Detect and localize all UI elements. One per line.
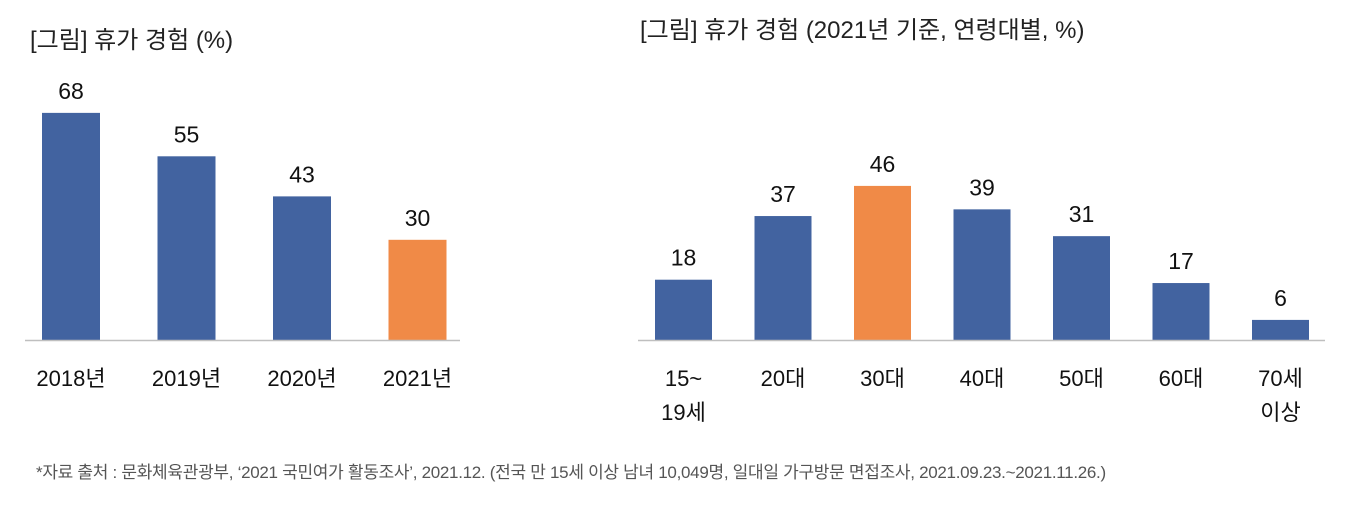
data-label: 68: [58, 78, 84, 104]
x-tick-label: 15~: [665, 366, 702, 391]
bar: [1053, 236, 1110, 340]
bar: [854, 185, 911, 340]
bar: [953, 209, 1011, 340]
bar: [157, 156, 216, 340]
bar: [273, 196, 331, 340]
data-label: 43: [289, 161, 315, 187]
data-label: 18: [671, 245, 697, 271]
data-label: 31: [1069, 201, 1095, 227]
data-label: 6: [1274, 285, 1287, 311]
chart-title-age: [그림] 휴가 경험 (2021년 기준, 연령대별, %): [640, 17, 1085, 44]
x-tick-label: 2018년: [36, 366, 105, 391]
x-tick-label: 70세: [1258, 366, 1303, 391]
data-label: 37: [770, 181, 796, 207]
x-tick-label: 20대: [761, 366, 806, 391]
x-tick-label: 이상: [1260, 400, 1300, 425]
data-label: 17: [1168, 248, 1194, 274]
data-label: 46: [870, 151, 896, 177]
data-label: 39: [969, 174, 995, 200]
source-footnote: *자료 출처 : 문화체육관광부, ‘2021 국민여가 활동조사’, 2021…: [36, 463, 1106, 482]
data-label: 55: [174, 121, 200, 147]
bar: [655, 279, 712, 340]
x-tick-label: 2021년: [383, 366, 452, 391]
x-tick-label: 60대: [1159, 366, 1204, 391]
bar: [388, 239, 447, 340]
bar: [1252, 319, 1309, 340]
x-tick-label: 19세: [661, 400, 706, 425]
bar: [754, 216, 812, 340]
chart-title-yearly: [그림] 휴가 경험 (%): [30, 27, 234, 54]
x-tick-label: 40대: [960, 366, 1005, 391]
x-tick-label: 2019년: [152, 366, 221, 391]
x-tick-label: 30대: [860, 366, 905, 391]
x-tick-label: 2020년: [267, 366, 336, 391]
x-tick-label: 50대: [1059, 366, 1104, 391]
bar: [1152, 283, 1210, 340]
bar: [42, 112, 100, 340]
data-label: 30: [405, 205, 431, 231]
